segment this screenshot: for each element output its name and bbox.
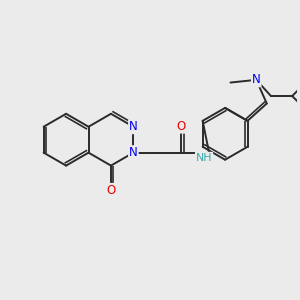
Text: N: N (252, 73, 261, 86)
Text: NH: NH (196, 153, 212, 163)
Text: O: O (176, 120, 185, 133)
Text: N: N (129, 120, 138, 133)
Text: N: N (129, 146, 138, 159)
Text: O: O (106, 184, 116, 197)
